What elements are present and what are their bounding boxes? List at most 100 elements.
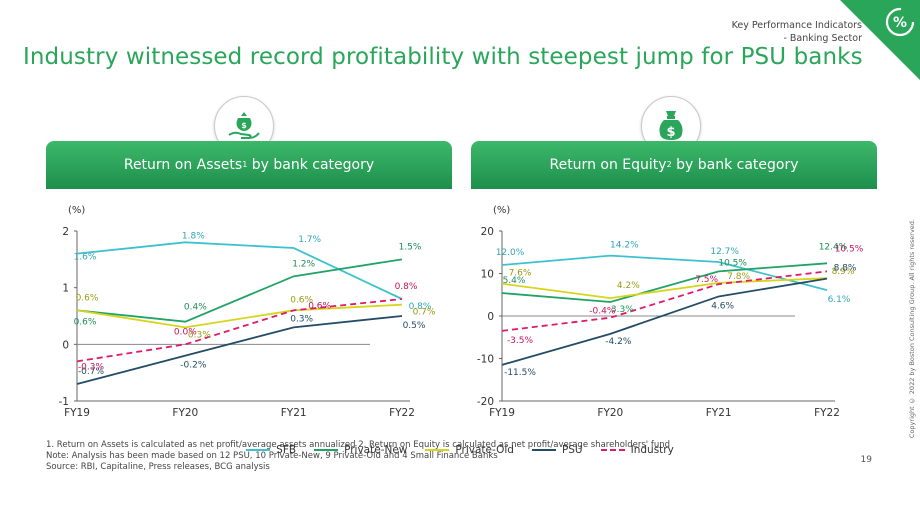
roe-y-tick-label: 10 (481, 269, 494, 281)
svg-text:$: $ (666, 125, 675, 140)
roe-label-psu-fy21: 4.6% (711, 301, 734, 311)
legend-label-psu: PSU (561, 444, 583, 456)
roe-y-tick-label: -20 (477, 396, 494, 408)
legend-label-private-new: Private-New (344, 444, 408, 456)
page-number: 19 (860, 455, 872, 465)
roe-y-tick-label: -10 (477, 354, 494, 366)
roa-label-psu-fy22: 0.5% (403, 321, 426, 331)
roa-label-private-old-fy21: 0.6% (290, 295, 313, 305)
roe-y-tick-label: 0 (487, 311, 494, 323)
roe-label-private-old-fy20: 4.2% (617, 281, 640, 291)
legend-label-private-old: Private-Old (455, 444, 514, 456)
roa-label-private-new-fy22: 1.5% (399, 242, 422, 252)
roa-label-psu-fy21: 0.3% (290, 314, 313, 324)
roe-label-psu-fy19: -11.5% (504, 368, 536, 378)
roe-series-sfb-line (501, 254, 828, 291)
roe-label-sfb-fy22: 6.1% (828, 295, 851, 305)
roa-series-sfb-line (76, 241, 403, 300)
roe-label-industry-fy20: -0.4% (589, 307, 616, 317)
legend-item-sfb: SFB (246, 444, 296, 456)
legend-swatch-psu (531, 449, 556, 451)
roa-label-private-new-fy20: 0.4% (184, 303, 207, 313)
roe-label-psu-fy22: 8.8% (834, 264, 857, 274)
legend-label-sfb: SFB (276, 444, 297, 456)
roa-series-psu-line (76, 315, 403, 385)
svg-text:$: $ (241, 121, 247, 130)
roe-label-sfb-fy21: 12.7% (710, 247, 739, 257)
roe-y-tick-label: 20 (481, 226, 494, 238)
roa-label-private-new-fy21: 1.2% (292, 259, 315, 269)
roa-chart: (%) -1 0 1 2 FY19 FY20 FY21 FY22 1.6% 1.8% 1.7% 0.8%… (46, 189, 452, 433)
roa-label-private-new-fy19: 0.6% (74, 317, 97, 327)
roa-y-tick-label: 0 (62, 339, 69, 351)
roe-label-private-new-fy20: 3.3% (611, 305, 634, 315)
roa-x-tick-label: FY22 (389, 407, 415, 419)
roe-x-tick-label: FY22 (814, 407, 840, 419)
roe-title-rest: by bank category (671, 157, 799, 173)
roa-label-industry-fy19: -0.3% (78, 362, 105, 372)
roe-x-tick-label: FY21 (706, 407, 732, 419)
page-title: Industry witnessed record profitability … (23, 44, 863, 70)
roe-label-psu-fy20: -4.2% (605, 337, 632, 347)
roe-chart: (%) -20 -10 0 10 20 FY19 FY20 FY21 FY22 12.0% 14.2%… (471, 189, 877, 433)
roa-label-industry-fy20: 0.0% (174, 327, 197, 337)
roa-label-sfb-fy20: 1.8% (182, 231, 205, 241)
roe-title: Return on Equity (549, 157, 667, 173)
roe-label-sfb-fy19: 12.0% (496, 248, 525, 258)
roa-label-industry-fy22: 0.8% (395, 282, 418, 292)
roe-label-sfb-fy20: 14.2% (610, 241, 639, 251)
roa-label-psu-fy20: -0.2% (180, 361, 207, 371)
roa-chart-svg: (%) -1 0 1 2 FY19 FY20 FY21 FY22 1.6% 1.8% 1.7% 0.8%… (59, 205, 436, 419)
chart-legend: SFB Private-New Private-Old PSU Industry (0, 444, 920, 456)
roa-label-private-old-fy19: 0.6% (76, 293, 99, 303)
roe-label-private-old-fy22: 8.9% (832, 267, 855, 277)
roa-panel-header: Return on Assets 1 by bank category (46, 141, 452, 189)
roa-label-sfb-fy19: 1.6% (74, 253, 97, 263)
roe-series-private-new-line (501, 262, 828, 303)
roa-x-tick-label: FY19 (64, 407, 90, 419)
roe-label-industry-fy19: -3.5% (507, 336, 534, 346)
roa-label-private-old-fy20: 0.3% (188, 330, 211, 340)
svg-text:%: % (893, 15, 907, 31)
roe-label-private-old-fy21: 7.8% (727, 272, 750, 282)
roe-label-private-new-fy19: 5.4% (503, 276, 526, 286)
roa-label-industry-fy21: 0.6% (308, 301, 331, 311)
roe-chart-svg: (%) -20 -10 0 10 20 FY19 FY20 FY21 FY22 12.0% 14.2%… (477, 205, 864, 419)
footnote-note: Note: Analysis has been made based on 12… (46, 451, 498, 461)
roa-series-private-new-line (76, 258, 403, 323)
legend-swatch-sfb (246, 449, 271, 451)
roe-label-private-old-fy19: 7.6% (509, 269, 532, 279)
section-tag-line1: Key Performance Indicators (731, 20, 862, 31)
footnote-1: 1. Return on Assets is calculated as net… (46, 440, 671, 450)
percent-gauge-icon: % (840, 0, 920, 80)
roe-label-private-new-fy21: 10.5% (718, 258, 747, 268)
roa-title-rest: by bank category (247, 157, 375, 173)
legend-item-psu: PSU (531, 444, 583, 456)
roa-y-tick-label: -1 (59, 396, 69, 408)
roa-label-sfb-fy22: 0.8% (409, 302, 432, 312)
roe-y-axis-label: (%) (493, 205, 510, 216)
legend-item-private-new: Private-New (314, 444, 407, 456)
roe-label-private-new-fy22: 12.4% (819, 242, 848, 252)
roe-series-psu-line (501, 277, 828, 366)
legend-item-industry: Industry (600, 444, 674, 456)
legend-swatch-private-new (314, 449, 339, 451)
section-tag-line2: - Banking Sector (783, 33, 862, 44)
roa-series-industry-line (76, 298, 403, 363)
legend-swatch-private-old (425, 449, 450, 451)
roa-x-tick-label: FY20 (172, 407, 198, 419)
copyright-notice: Copyright © 2022 by Boston Consulting Gr… (908, 218, 916, 438)
roa-y-tick-label: 2 (62, 226, 69, 238)
roe-label-industry-fy22: 10.5% (835, 244, 864, 254)
roa-label-psu-fy19: -0.7% (78, 367, 105, 377)
roa-label-private-old-fy22: 0.7% (413, 308, 436, 318)
legend-item-private-old: Private-Old (425, 444, 514, 456)
legend-swatch-industry (600, 449, 625, 451)
footnote-source: Source: RBI, Capitaline, Press releases,… (46, 462, 270, 472)
roe-panel-header: Return on Equity 2 by bank category (471, 141, 877, 189)
roe-series-industry-line (501, 270, 828, 332)
legend-label-industry: Industry (630, 444, 674, 456)
roa-y-axis-label: (%) (68, 205, 85, 216)
roa-title: Return on Assets (123, 157, 243, 173)
roa-series-private-old-line (76, 303, 403, 329)
